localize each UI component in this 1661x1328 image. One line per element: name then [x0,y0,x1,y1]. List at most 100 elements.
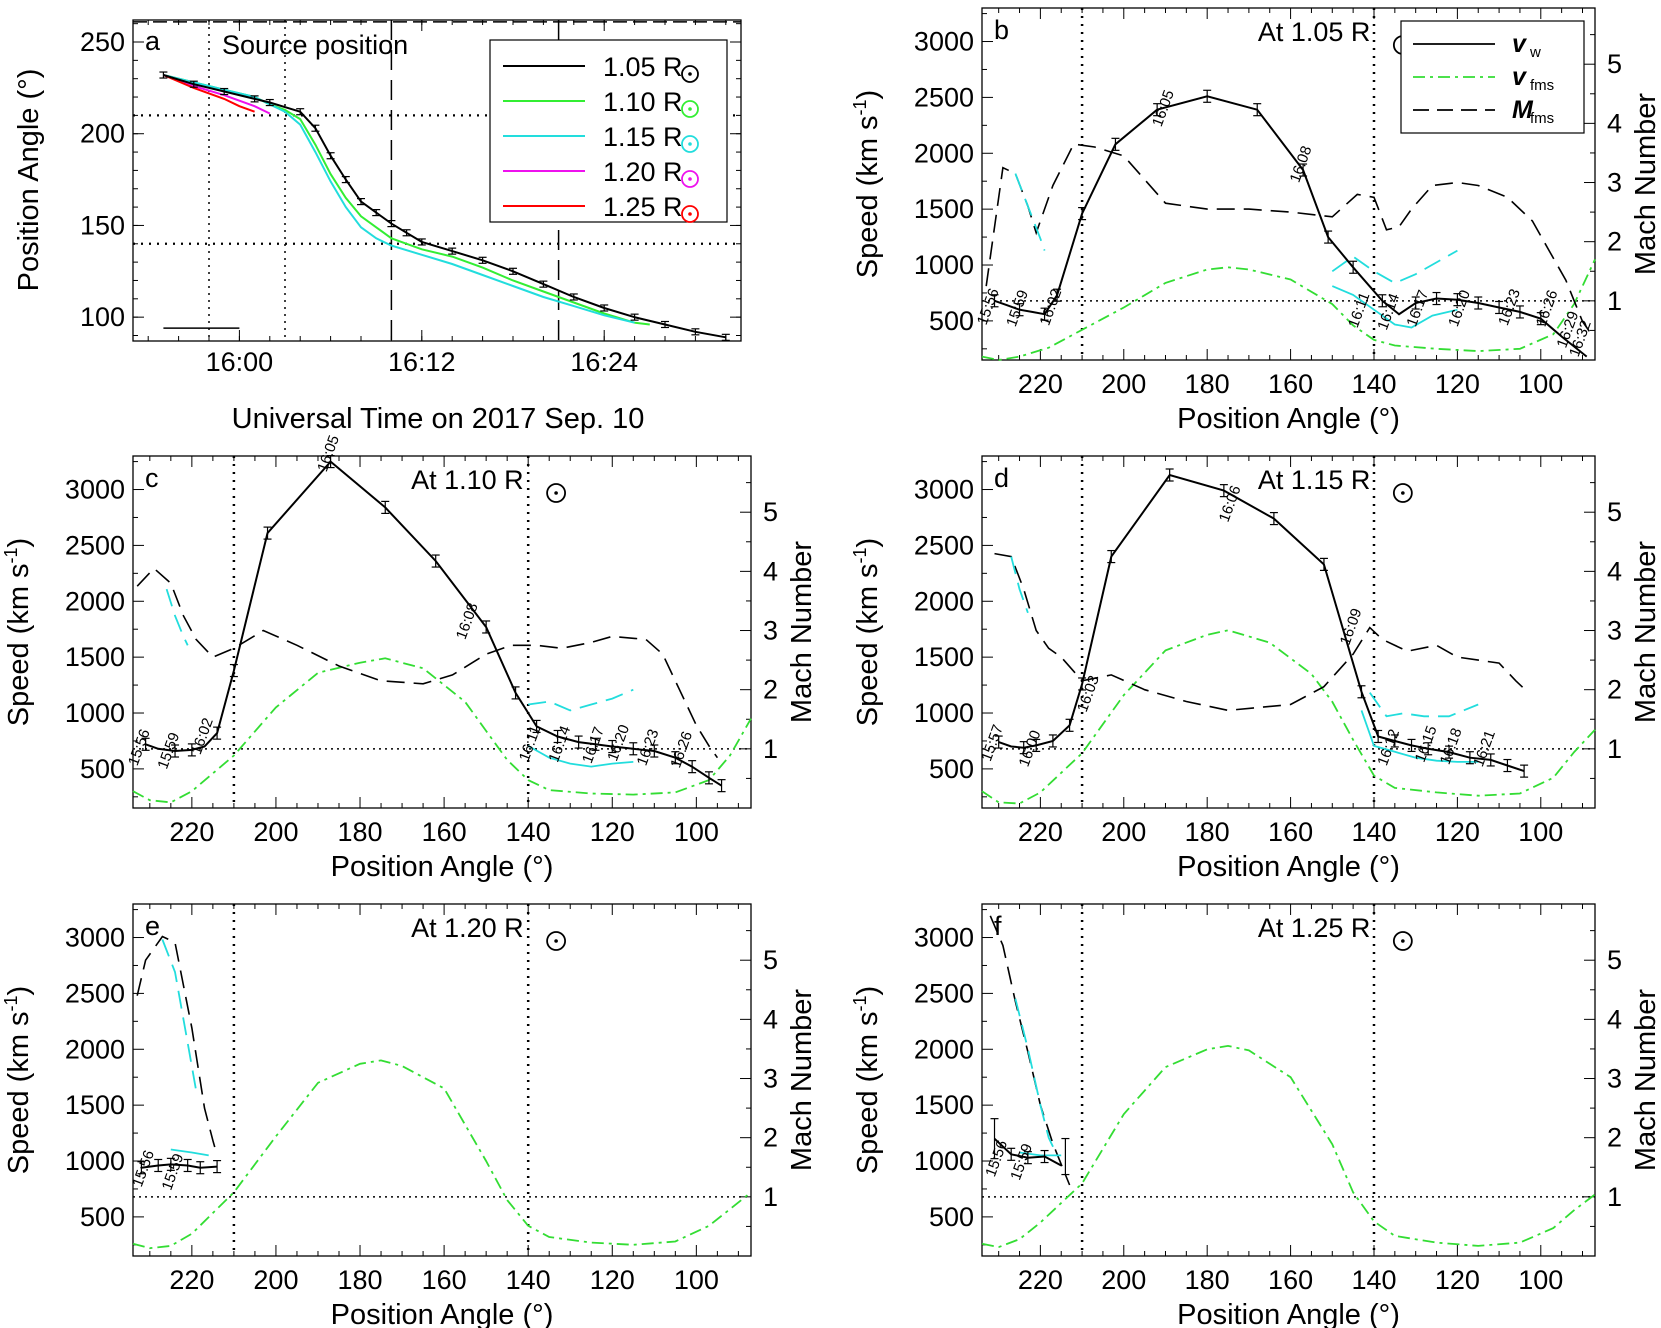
x-tick-label: 220 [1018,817,1063,847]
x-tick-label: 160 [422,817,467,847]
cyan-line [170,1148,209,1157]
legend-subscript: fms [1530,77,1554,94]
vw-line [998,473,1525,773]
x-tick-label: 140 [506,817,551,847]
time-label: 16:17 [1403,288,1432,329]
vfms-line [132,1059,752,1250]
x-tick-label: 140 [1351,369,1396,399]
y2-tick-label: 3 [763,616,778,646]
panel-e [132,903,752,1257]
mach-line [136,567,719,759]
y-axis-label-main: Speed (km s [852,1011,884,1174]
panel-e-labels: 220 200 180 160 140 120 100 500 1000 1500 2000 2500… [1,911,818,1328]
x-axis-label: Position Angle (°) [1177,403,1400,435]
cyan-line [1019,1151,1062,1157]
legend-label: 1.10 R [603,87,683,117]
x-tick-label: 120 [1435,1265,1480,1295]
time-label: 15:59 [1007,1141,1036,1182]
panel-f-labels: 220 200 180 160 140 120 100 500 1000 1500 2000 2500… [850,911,1661,1328]
time-label: 16:11 [516,723,544,763]
y2-axis-label: Mach Number [1630,93,1661,275]
cyan-line [1360,710,1479,763]
time-label: 16:02 [1037,287,1066,328]
x-tick-label: 180 [337,1265,382,1295]
panel-a-frame [132,19,742,342]
panel-c [132,454,752,809]
legend-a: 1.05 R 1.10 R 1.15 R 1.20 R 1.25 R [489,39,728,223]
y-tick-label: 500 [80,754,125,784]
x-axis-label: Position Angle (°) [1177,1299,1400,1328]
y-tick-label: 2000 [65,586,125,616]
time-label: 16:05 [1149,88,1178,129]
legend-label: 1.20 R [603,157,683,187]
vw-line [994,95,1588,358]
y-tick-label: 3000 [65,475,125,505]
y-axis-label-end: ) [852,986,884,996]
panel-title: At 1.05 R [1258,17,1371,47]
vfms-line [981,1044,1596,1249]
time-label: 15:59 [159,1151,188,1192]
axes-layer [132,19,742,342]
time-label: 16:02 [188,716,217,757]
cyan-line [527,745,634,768]
y-tick-label: 1000 [65,1146,125,1176]
y2-tick-label: 1 [763,1182,778,1212]
x-tick-label: 16:24 [570,347,638,377]
sun-symbol-ring [1392,931,1413,951]
cyan-line [1331,249,1458,285]
y-axis-label: Speed (km s-1) [850,986,884,1174]
y-axis-label-main: Speed (km s [3,1011,35,1174]
legend-symbol: v [1512,63,1528,91]
panel-title: At 1.20 R [411,913,524,943]
y-tick-label: 250 [80,27,125,57]
panel-d [981,455,1596,809]
label-layer: 16:00 16:12 16:24 100 150 200 250 a Source posit… [1,15,1661,1328]
panel-title: At 1.10 R [411,465,524,495]
y-axis-label-main: Speed (km s [3,563,35,726]
x-tick-label: 220 [1018,1265,1063,1295]
y2-tick-label: 1 [763,734,778,764]
y-tick-label: 1500 [914,642,974,672]
y2-axis-label: Mach Number [786,989,818,1171]
x-tick-label: 160 [422,1265,467,1295]
y-axis-label-main: Speed (km s [852,563,884,726]
y2-tick-label: 2 [763,675,778,705]
x-tick-label: 200 [253,1265,298,1295]
mach-cyan-line [1010,556,1029,614]
y2-tick-label: 3 [1607,616,1622,646]
y2-tick-label: 3 [1607,168,1622,198]
x-tick-label: 140 [506,1265,551,1295]
panel-letter: c [145,463,159,493]
sun-symbol-dot [688,107,692,111]
panel-d-labels: 220 200 180 160 140 120 100 500 1000 1500 2000 2500… [850,463,1661,883]
mach-cyan-line [165,588,189,646]
sun-symbol-ring [681,170,699,188]
y2-axis-label: Mach Number [1630,541,1661,723]
sun-symbol-ring [681,100,699,118]
y2-tick-label: 4 [1607,108,1622,138]
time-label: 15:56 [982,1138,1011,1179]
y-tick-label: 2500 [914,82,974,112]
y-tick-label: 500 [929,1202,974,1232]
sun-symbol-ring [1392,483,1413,503]
sun-symbol-ring [681,205,699,223]
data-layer [132,7,1596,1257]
panel-letter: f [994,911,1002,941]
x-tick-label: 100 [1518,369,1563,399]
panel-f [981,903,1596,1257]
y-tick-label: 1000 [914,698,974,728]
y-tick-label: 2000 [914,586,974,616]
x-tick-label: 120 [1435,369,1480,399]
vfms-line [981,629,1596,805]
x-tick-label: 100 [1518,817,1563,847]
y2-tick-label: 4 [763,1004,778,1034]
y2-axis-label: Mach Number [1630,989,1661,1171]
panel-letter: a [145,26,161,56]
x-tick-label: 120 [590,1265,635,1295]
y2-tick-label: 3 [1607,1064,1622,1094]
y-axis-label: Speed (km s-1) [1,538,35,726]
x-tick-label: 160 [1268,817,1313,847]
time-label: 16:21 [1470,728,1499,769]
x-tick-label: 220 [169,1265,214,1295]
